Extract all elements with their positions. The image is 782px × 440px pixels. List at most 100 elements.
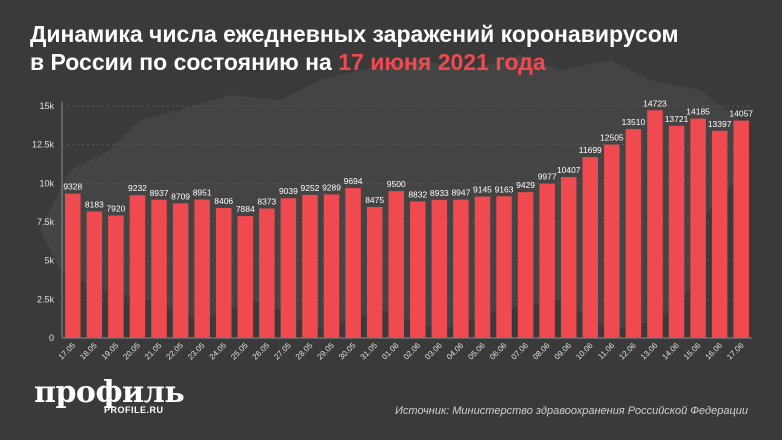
x-tick-label: 25.05	[229, 341, 250, 362]
bar	[129, 195, 146, 338]
x-tick-label: 10.06	[574, 341, 595, 362]
data-label: 13397	[708, 119, 732, 129]
bar	[345, 188, 361, 338]
x-tick-label: 19.05	[100, 341, 121, 362]
x-tick-label: 03.06	[423, 341, 444, 362]
x-tick-label: 30.05	[337, 341, 358, 362]
y-tick-label: 15k	[39, 101, 54, 111]
x-tick-label: 18.05	[78, 341, 99, 362]
bar	[539, 183, 555, 338]
x-tick-label: 01.06	[380, 341, 401, 362]
y-tick-label: 0	[49, 333, 54, 343]
title-line-2: в России по состоянию на	[30, 49, 339, 75]
x-tick-label: 31.05	[359, 341, 380, 362]
x-tick-label: 20.05	[121, 341, 142, 362]
data-label: 12505	[600, 133, 624, 143]
logo-text: профиль	[34, 375, 185, 410]
page-title: Динамика числа ежедневных заражений коро…	[30, 20, 760, 76]
data-label: 9694	[344, 176, 363, 186]
data-label: 10407	[557, 165, 581, 175]
y-tick-label: 5k	[44, 256, 54, 266]
x-tick-label: 17.06	[725, 341, 746, 362]
data-label: 7920	[106, 204, 125, 214]
x-tick-label: 22.05	[164, 341, 185, 362]
data-label: 13721	[665, 114, 689, 124]
x-tick-label: 04.06	[445, 341, 466, 362]
bar	[323, 194, 340, 338]
bar	[86, 211, 103, 338]
bar	[668, 125, 685, 339]
x-tick-label: 02.06	[402, 341, 423, 362]
x-tick-label: 13.06	[639, 341, 660, 362]
bar	[453, 199, 469, 338]
data-label: 9232	[128, 183, 147, 193]
bar	[496, 196, 512, 338]
x-tick-label: 14.06	[660, 341, 681, 362]
bar	[733, 120, 749, 338]
x-tick-label: 26.05	[251, 341, 272, 362]
data-label: 7884	[236, 204, 255, 214]
bar	[474, 196, 491, 338]
x-tick-label: 28.05	[294, 341, 315, 362]
bar	[647, 110, 663, 338]
bar	[172, 203, 189, 338]
data-label: 9429	[516, 180, 535, 190]
bar	[431, 199, 448, 338]
bar	[302, 194, 318, 338]
title-date-accent: 17 июня 2021 года	[338, 49, 546, 75]
x-tick-label: 23.05	[186, 341, 207, 362]
data-label: 9977	[538, 172, 557, 182]
bar	[517, 192, 534, 338]
bar	[388, 191, 404, 338]
data-label: 14723	[643, 98, 667, 108]
x-tick-label: 16.06	[704, 341, 725, 362]
x-tick-label: 08.06	[531, 341, 552, 362]
bar	[711, 130, 728, 338]
data-label: 8406	[214, 196, 233, 206]
data-label: 8951	[193, 188, 212, 198]
x-tick-label: 29.05	[315, 341, 336, 362]
x-tick-label: 09.06	[553, 341, 574, 362]
data-label: 9145	[473, 185, 492, 195]
bar	[151, 199, 167, 338]
x-tick-label: 15.06	[682, 341, 703, 362]
source-note: Источник: Министерство здравоохранения Р…	[395, 405, 748, 417]
bar	[604, 144, 620, 338]
x-tick-label: 07.06	[509, 341, 530, 362]
data-label: 8937	[150, 188, 169, 198]
x-tick-label: 21.05	[143, 341, 164, 362]
x-tick-label: 05.06	[466, 341, 487, 362]
data-label: 9500	[387, 179, 406, 189]
data-label: 9252	[301, 183, 320, 193]
data-label: 9163	[495, 184, 514, 194]
data-label: 8475	[365, 195, 384, 205]
bar	[280, 198, 297, 338]
data-label: 8709	[171, 191, 190, 201]
bar	[194, 199, 210, 338]
data-label: 9328	[63, 182, 82, 192]
bar	[410, 201, 426, 338]
data-label: 9039	[279, 186, 298, 196]
bar	[237, 216, 254, 338]
profile-logo: профиль PROFILE.RU	[34, 375, 185, 416]
x-tick-label: 06.06	[488, 341, 509, 362]
x-tick-label: 11.06	[596, 341, 616, 361]
bar	[108, 215, 124, 338]
data-label: 8933	[430, 188, 449, 198]
data-label: 13510	[622, 117, 646, 127]
data-label: 8183	[85, 199, 104, 209]
x-tick-label: 24.05	[208, 341, 229, 362]
bar	[65, 193, 81, 338]
logo-url: PROFILE.RU	[104, 405, 164, 415]
y-tick-label: 12.5k	[32, 140, 55, 150]
data-label: 8947	[451, 188, 470, 198]
data-label: 9289	[322, 182, 341, 192]
y-tick-label: 7.5k	[37, 217, 55, 227]
bar	[582, 157, 599, 338]
y-tick-label: 2.5k	[37, 294, 55, 304]
data-label: 11699	[579, 145, 602, 155]
bar	[690, 118, 706, 338]
data-label: 14185	[686, 107, 710, 117]
x-tick-label: 12.06	[617, 341, 638, 362]
